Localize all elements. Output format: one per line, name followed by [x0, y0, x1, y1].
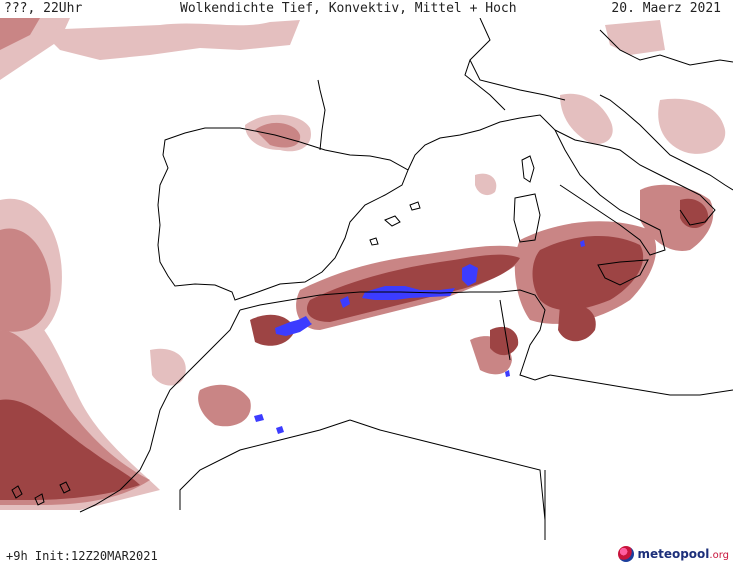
meteopool-logo[interactable]: meteopool.org	[618, 544, 729, 564]
footer-bar: +9h Init:12Z20MAR2021 meteopool.org	[0, 540, 733, 566]
convective-cells	[254, 240, 585, 434]
cloud-density-map	[0, 18, 733, 540]
meteopool-logo-icon	[618, 546, 635, 562]
balearic-islands	[369, 201, 421, 246]
map-title: Wolkendichte Tief, Konvektiv, Mittel + H…	[180, 1, 517, 16]
map-date: 20. Maerz 2021	[611, 1, 721, 16]
forecast-init-label: +9h Init:12Z20MAR2021	[6, 549, 158, 563]
header-bar: ???, 22Uhr Wolkendichte Tief, Konvektiv,…	[0, 0, 733, 18]
valid-time-label: ???, 22Uhr	[4, 1, 83, 16]
coastlines	[79, 18, 733, 540]
meteopool-logo-text: meteopool.org	[637, 547, 729, 561]
canary-islands	[11, 481, 71, 506]
